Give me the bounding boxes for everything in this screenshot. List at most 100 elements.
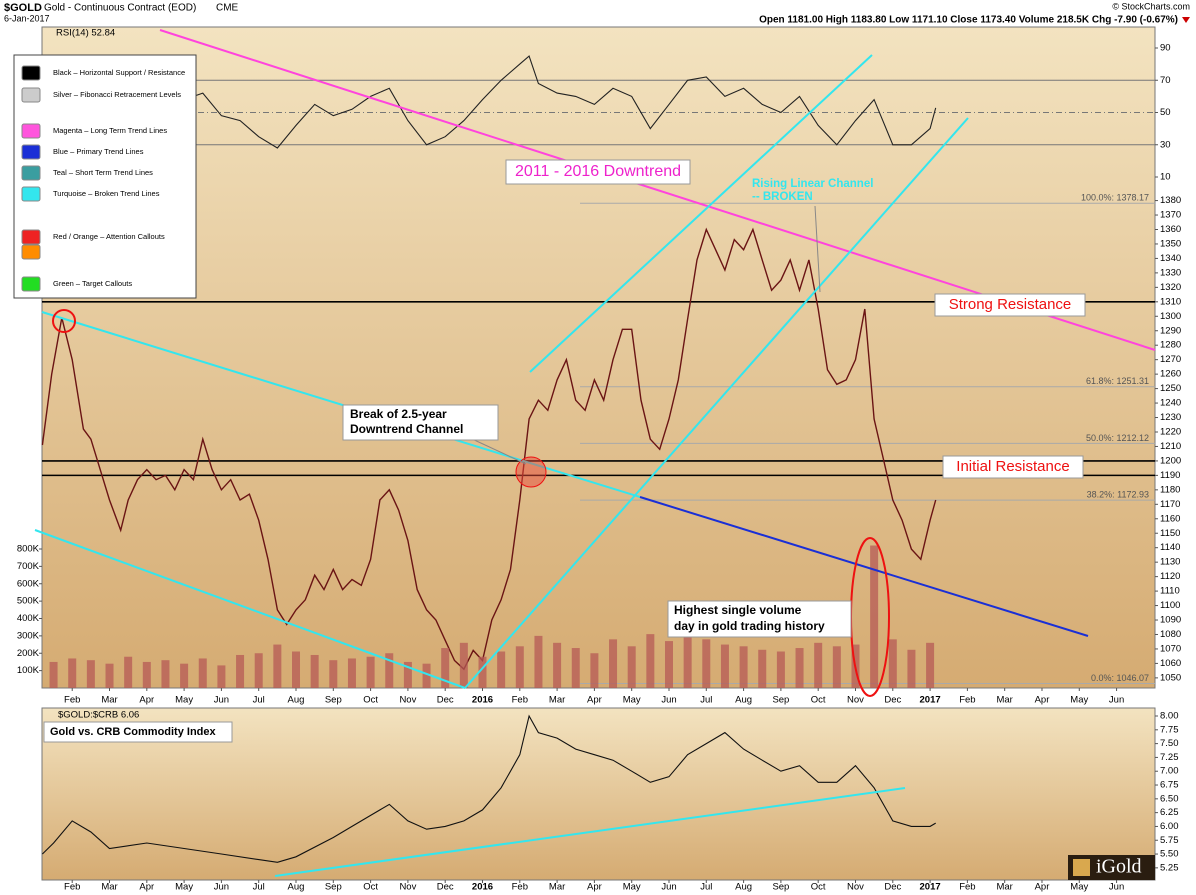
y-tick-label: 700K <box>17 561 40 572</box>
x-tick-label: Jul <box>700 695 712 706</box>
x-tick-label: Feb <box>64 695 80 706</box>
volume-bar <box>609 639 618 688</box>
volume-bar <box>86 660 95 688</box>
volume-bar <box>459 642 468 688</box>
volume-bar <box>142 661 151 688</box>
volume-bar <box>814 642 823 688</box>
volume-bar <box>926 642 935 688</box>
x-tick-label: Mar <box>996 695 1012 706</box>
legend-swatch <box>21 165 41 181</box>
y-tick-label: 1270 <box>1160 354 1181 365</box>
annotation: Break of 2.5-year <box>350 407 447 421</box>
x-tick-label: Apr <box>139 695 154 706</box>
y-tick-label: 8.00 <box>1160 711 1179 722</box>
volume-bar <box>907 649 916 688</box>
x-tick-label: Oct <box>811 695 826 706</box>
volume-bar <box>273 644 282 688</box>
y-tick-label: 6.25 <box>1160 807 1179 818</box>
y-tick-label: 1220 <box>1160 427 1181 438</box>
y-tick-label: 5.25 <box>1160 862 1179 873</box>
volume-bar <box>497 651 506 688</box>
quote: Open 1181.00 High 1183.80 Low 1171.10 Cl… <box>759 15 1178 26</box>
volume-bar <box>198 658 207 688</box>
turquoise-trend <box>529 54 873 373</box>
annotation-box <box>505 159 691 185</box>
volume-bar <box>161 660 170 688</box>
x-tick-label: Sep <box>772 882 789 893</box>
x-tick-label: Jun <box>1109 882 1124 893</box>
x-tick-label: Mar <box>549 695 565 706</box>
y-tick-label: 1180 <box>1160 484 1180 495</box>
x-tick-label: Aug <box>288 695 305 706</box>
x-tick-label: Jun <box>214 695 229 706</box>
volume-bar <box>385 653 394 688</box>
x-tick-label: May <box>1070 882 1088 893</box>
x-tick-label: Apr <box>587 695 602 706</box>
y-tick-label: 1140 <box>1160 542 1180 553</box>
legend-swatch <box>21 276 41 292</box>
y-tick-label: 6.50 <box>1160 793 1179 804</box>
plot-layer: 1050106010701080109011001110112011301140… <box>17 28 1181 893</box>
x-tick-label: Dec <box>437 882 454 893</box>
y-tick-label: 1370 <box>1160 210 1181 221</box>
x-tick-label: Nov <box>847 695 864 706</box>
turquoise-trend <box>464 117 969 689</box>
volume-bar <box>403 661 412 688</box>
x-tick-label: Apr <box>139 882 154 893</box>
logo: iGold <box>1096 856 1142 878</box>
volume-bar <box>795 648 804 688</box>
x-tick-label: Apr <box>1035 695 1050 706</box>
price-panel <box>41 26 1156 689</box>
x-tick-label: Nov <box>399 882 416 893</box>
y-tick-label: 1200 <box>1160 455 1181 466</box>
x-tick-label: May <box>623 882 641 893</box>
annotation-box <box>342 404 499 441</box>
volume-bar <box>553 642 562 688</box>
y-tick-label: 5.50 <box>1160 849 1179 860</box>
legend-label: Blue – Primary Trend Lines <box>53 147 144 156</box>
annotation: Strong Resistance <box>949 296 1072 313</box>
series-line <box>41 227 937 671</box>
callout-circle <box>52 309 76 333</box>
legend-label: Turquoise – Broken Trend Lines <box>53 189 160 198</box>
panel-title: $GOLD:$CRB 6.06 <box>58 710 139 721</box>
volume-bar <box>627 646 636 688</box>
x-tick-label: May <box>623 695 641 706</box>
y-tick-label: 600K <box>17 578 40 589</box>
exchange: CME <box>216 3 239 14</box>
volume-bar <box>832 646 841 688</box>
x-tick-label: Sep <box>325 882 342 893</box>
x-tick-label: Feb <box>959 882 975 893</box>
y-tick-label: 300K <box>17 630 40 641</box>
x-tick-label: Mar <box>996 882 1012 893</box>
x-tick-label: Dec <box>437 695 454 706</box>
x-tick-label: Aug <box>288 882 305 893</box>
y-tick-label: 70 <box>1160 75 1171 86</box>
legend-label: Green – Target Callouts <box>53 279 132 288</box>
y-tick-label: 10 <box>1160 172 1171 183</box>
annotation-box <box>942 455 1084 479</box>
volume-bar <box>702 639 711 688</box>
legend-label: Silver – Fibonacci Retracement Levels <box>53 90 181 99</box>
volume-bar <box>571 648 580 688</box>
y-tick-label: 1070 <box>1160 643 1181 654</box>
x-tick-label: Dec <box>884 882 901 893</box>
y-tick-label: 1290 <box>1160 325 1181 336</box>
x-tick-label: Oct <box>363 882 378 893</box>
volume-bar <box>422 663 431 688</box>
legend-swatch <box>21 123 41 139</box>
blue-trend <box>639 496 1089 637</box>
legend-swatch <box>21 144 41 160</box>
y-tick-label: 200K <box>17 648 40 659</box>
volume-bar <box>478 656 487 688</box>
turquoise-trend <box>274 787 906 877</box>
y-tick-label: 1240 <box>1160 398 1181 409</box>
volume-bar <box>870 545 879 688</box>
y-tick-label: 7.75 <box>1160 724 1179 735</box>
x-tick-label: Jun <box>214 882 229 893</box>
volume-bar <box>515 646 524 688</box>
down-arrow <box>1182 17 1190 23</box>
y-tick-label: 1320 <box>1160 282 1181 293</box>
volume-bar <box>664 641 673 688</box>
